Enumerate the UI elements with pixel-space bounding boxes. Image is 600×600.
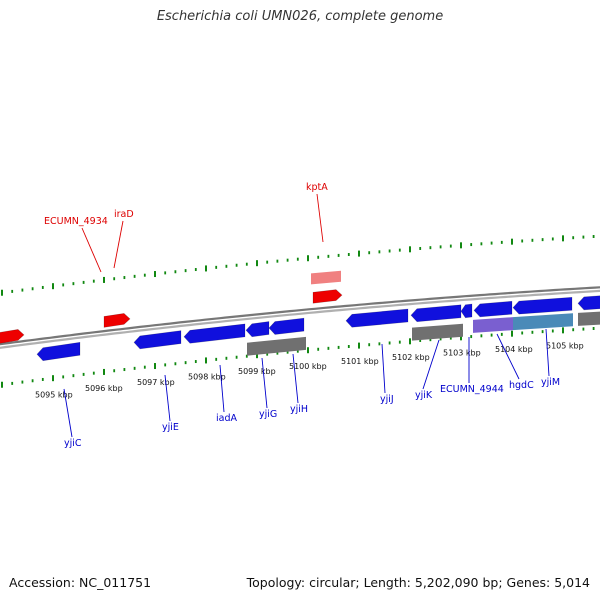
scale-label: 5102 kbp xyxy=(392,353,430,362)
forward-gene-feature-light xyxy=(311,270,341,285)
reverse-label-leader xyxy=(164,374,171,422)
reverse-feature-gray xyxy=(412,323,463,341)
reverse-feature-teal xyxy=(513,313,573,331)
reverse-gene-label: yjiH xyxy=(290,404,308,415)
forward-gene-label: kptA xyxy=(306,182,328,193)
reverse-gene-label: yjiM xyxy=(541,377,560,388)
reverse-gene-arrow xyxy=(133,330,182,350)
reverse-label-leader xyxy=(292,353,299,404)
forward-label-leader xyxy=(113,220,124,269)
reverse-gene-arrow xyxy=(512,296,573,315)
scale-label: 5100 kbp xyxy=(289,362,327,371)
forward-gene-label: ECUMN_4934 xyxy=(44,216,108,227)
scale-label: 5105 kbp xyxy=(546,341,584,350)
reverse-label-leader xyxy=(219,364,225,413)
reverse-gene-label: iadA xyxy=(216,413,237,424)
forward-gene-arrow xyxy=(312,289,343,304)
reverse-gene-label: yjiG xyxy=(259,409,277,420)
reverse-label-leader xyxy=(496,333,520,380)
feature-layer xyxy=(0,270,600,362)
tick-layer xyxy=(1,234,595,388)
map-title: Escherichia coli UMN026, complete genome xyxy=(156,9,444,24)
reverse-label-leader xyxy=(63,388,73,438)
label-layer: 5095 kbp 5096 kbp 5097 kbp 5098 kbp 5099 kbp… xyxy=(35,182,584,449)
scale-label: 5103 kbp xyxy=(443,349,481,358)
reverse-gene-arrow xyxy=(268,317,305,335)
reverse-gene-arrow xyxy=(577,295,600,311)
reverse-label-leader xyxy=(422,339,440,390)
accession-text: Accession: NC_011751 xyxy=(9,575,152,590)
scale-label: 5099 kbp xyxy=(238,367,276,376)
reverse-label-leader xyxy=(261,357,268,409)
genome-summary-text: Topology: circular; Length: 5,202,090 bp… xyxy=(246,575,590,590)
scale-label: 5097 kbp xyxy=(137,378,175,387)
scale-label: 5095 kbp xyxy=(35,391,73,400)
backbone-line-lower xyxy=(0,289,600,349)
forward-label-leader xyxy=(316,193,324,243)
reverse-label-leader xyxy=(545,328,550,377)
reverse-feature-gray xyxy=(578,311,600,326)
reverse-gene-arrow xyxy=(183,323,246,344)
scale-label: 5101 kbp xyxy=(341,357,379,366)
forward-gene-arrow xyxy=(0,329,25,344)
reverse-gene-arrow xyxy=(245,321,270,338)
scale-label: 5098 kbp xyxy=(188,372,226,381)
forward-gene-arrow xyxy=(103,313,131,328)
reverse-gene-arrow xyxy=(473,300,513,318)
reverse-gene-label: yjiE xyxy=(162,422,179,433)
backbone-layer xyxy=(0,286,600,349)
reverse-label-leader xyxy=(381,343,386,394)
forward-gene-label: iraD xyxy=(114,209,134,220)
reverse-gene-arrow xyxy=(36,341,81,362)
reverse-gene-label: ECUMN_4944 xyxy=(440,384,504,395)
reverse-gene-arrow xyxy=(345,308,409,328)
reverse-gene-arrow xyxy=(460,303,473,319)
reverse-gene-label: yjiJ xyxy=(380,394,394,405)
scale-label: 5104 kbp xyxy=(495,345,533,354)
reverse-gene-label: yjiK xyxy=(415,390,433,401)
reverse-gene-arrow xyxy=(410,304,462,323)
scale-label: 5096 kbp xyxy=(85,384,123,393)
forward-label-leader xyxy=(81,227,102,273)
reverse-gene-label: yjiC xyxy=(64,438,82,449)
reverse-feature-gray xyxy=(247,336,306,356)
backbone-line-upper xyxy=(0,286,600,346)
reverse-gene-label: hgdC xyxy=(509,380,534,391)
reverse-feature-purple xyxy=(473,317,513,333)
